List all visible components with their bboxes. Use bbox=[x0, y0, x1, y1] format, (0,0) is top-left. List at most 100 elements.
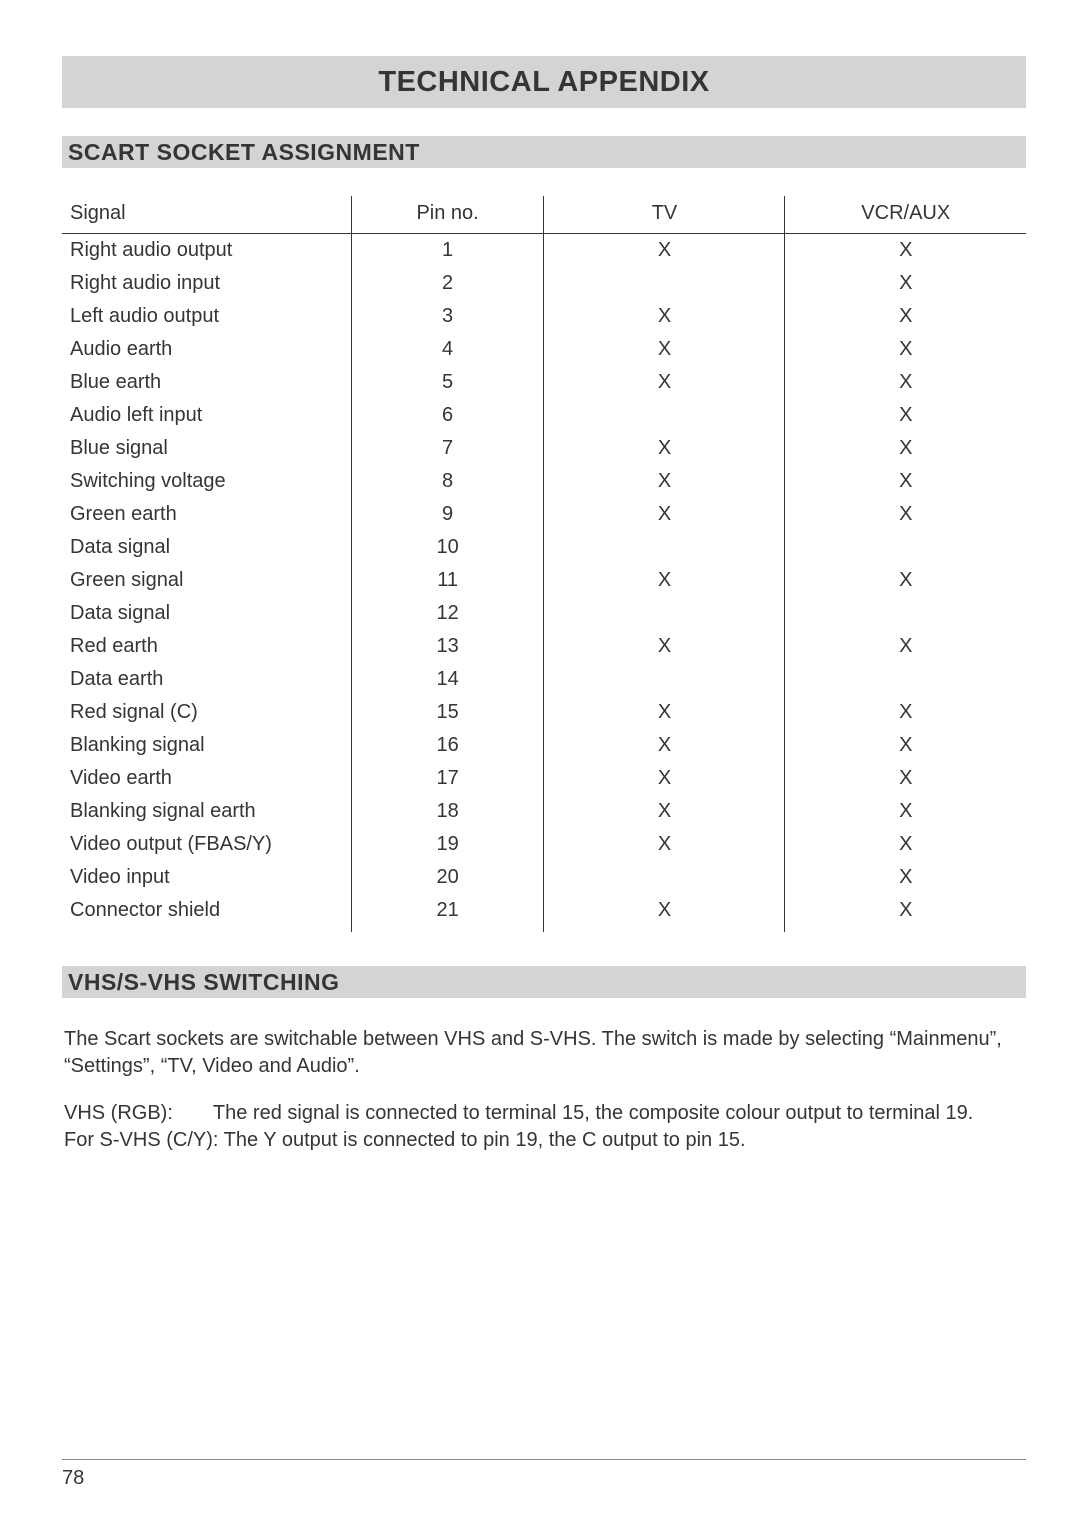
table-cell bbox=[544, 597, 785, 630]
table-cell: X bbox=[785, 630, 1026, 663]
table-row: Right audio input2 X bbox=[62, 267, 1026, 300]
vhs-paragraph-1: The Scart sockets are switchable between… bbox=[62, 1026, 1026, 1080]
table-cell: X bbox=[785, 564, 1026, 597]
table-row: Red earth13XX bbox=[62, 630, 1026, 663]
table-row: Switching voltage8XX bbox=[62, 465, 1026, 498]
table-cell: Blanking signal earth bbox=[62, 795, 351, 828]
table-cell: 8 bbox=[351, 465, 544, 498]
table-cell: Video earth bbox=[62, 762, 351, 795]
table-cell: 11 bbox=[351, 564, 544, 597]
col-signal-header: Signal bbox=[62, 196, 351, 234]
table-cell: X bbox=[544, 795, 785, 828]
col-vcr-header: VCR/AUX bbox=[785, 196, 1026, 234]
table-cell: 4 bbox=[351, 333, 544, 366]
col-pin-header: Pin no. bbox=[351, 196, 544, 234]
table-row: Data signal12 bbox=[62, 597, 1026, 630]
table-cell: 21 bbox=[351, 894, 544, 932]
vhs-line-2: For S-VHS (C/Y): The Y output is connect… bbox=[64, 1129, 746, 1151]
table-row: Blanking signal16XX bbox=[62, 729, 1026, 762]
table-row: Connector shield21XX bbox=[62, 894, 1026, 932]
table-cell: X bbox=[544, 894, 785, 932]
table-cell: Audio left input bbox=[62, 399, 351, 432]
table-cell: 15 bbox=[351, 696, 544, 729]
section-vhs-title: VHS/S-VHS SWITCHING bbox=[68, 969, 339, 996]
table-cell: 12 bbox=[351, 597, 544, 630]
table-cell: X bbox=[544, 333, 785, 366]
table-cell: X bbox=[785, 267, 1026, 300]
table-row: Audio left input6X bbox=[62, 399, 1026, 432]
table-row: Data signal10 bbox=[62, 531, 1026, 564]
table-cell: 1 bbox=[351, 234, 544, 268]
table-cell: 18 bbox=[351, 795, 544, 828]
table-cell: Red signal (C) bbox=[62, 696, 351, 729]
table-cell: X bbox=[544, 828, 785, 861]
table-row: Green signal11XX bbox=[62, 564, 1026, 597]
table-cell: 2 bbox=[351, 267, 544, 300]
table-row: Data earth14 bbox=[62, 663, 1026, 696]
table-cell: Switching voltage bbox=[62, 465, 351, 498]
table-row: Video input20 X bbox=[62, 861, 1026, 894]
table-cell: X bbox=[544, 300, 785, 333]
table-cell: Data signal bbox=[62, 531, 351, 564]
table-cell: 3 bbox=[351, 300, 544, 333]
table-cell bbox=[544, 861, 785, 894]
table-cell: 5 bbox=[351, 366, 544, 399]
table-row: Blanking signal earth18XX bbox=[62, 795, 1026, 828]
table-cell bbox=[544, 399, 785, 432]
section-scart-bar: SCART SOCKET ASSIGNMENT bbox=[62, 136, 1026, 168]
table-cell: Right audio input bbox=[62, 267, 351, 300]
table-cell: Green earth bbox=[62, 498, 351, 531]
table-cell: 6 bbox=[351, 399, 544, 432]
table-cell: X bbox=[544, 498, 785, 531]
table-cell: 19 bbox=[351, 828, 544, 861]
table-row: Blue signal7XX bbox=[62, 432, 1026, 465]
page-number: 78 bbox=[62, 1467, 84, 1490]
table-cell: X bbox=[785, 498, 1026, 531]
table-cell: Red earth bbox=[62, 630, 351, 663]
table-row: Left audio output3XX bbox=[62, 300, 1026, 333]
table-cell: 7 bbox=[351, 432, 544, 465]
table-cell: X bbox=[785, 333, 1026, 366]
table-cell bbox=[544, 267, 785, 300]
table-cell: 16 bbox=[351, 729, 544, 762]
table-cell bbox=[544, 531, 785, 564]
table-cell: X bbox=[544, 234, 785, 268]
table-cell: X bbox=[785, 465, 1026, 498]
table-cell: X bbox=[544, 564, 785, 597]
table-cell: 9 bbox=[351, 498, 544, 531]
col-tv-header: TV bbox=[544, 196, 785, 234]
table-row: Right audio output1XX bbox=[62, 234, 1026, 268]
section-vhs-bar: VHS/S-VHS SWITCHING bbox=[62, 966, 1026, 998]
footer-rule bbox=[62, 1459, 1026, 1460]
table-cell: Blue signal bbox=[62, 432, 351, 465]
table-cell: X bbox=[785, 795, 1026, 828]
table-cell: X bbox=[785, 861, 1026, 894]
table-cell: 13 bbox=[351, 630, 544, 663]
table-cell bbox=[785, 663, 1026, 696]
table-row: Video earth17XX bbox=[62, 762, 1026, 795]
table-cell: X bbox=[544, 465, 785, 498]
vhs-line-1: VHS (RGB): The red signal is connected t… bbox=[64, 1102, 973, 1124]
scart-table: Signal Pin no. TV VCR/AUX Right audio ou… bbox=[62, 196, 1026, 932]
table-cell bbox=[785, 597, 1026, 630]
table-cell: X bbox=[785, 300, 1026, 333]
table-cell: X bbox=[785, 828, 1026, 861]
table-row: Blue earth5XX bbox=[62, 366, 1026, 399]
table-cell: X bbox=[785, 432, 1026, 465]
table-cell: X bbox=[785, 234, 1026, 268]
table-cell: X bbox=[785, 894, 1026, 932]
table-cell: X bbox=[544, 432, 785, 465]
table-cell: Data earth bbox=[62, 663, 351, 696]
table-cell: Video input bbox=[62, 861, 351, 894]
table-cell: Blue earth bbox=[62, 366, 351, 399]
table-cell: 20 bbox=[351, 861, 544, 894]
table-row: Video output (FBAS/Y)19XX bbox=[62, 828, 1026, 861]
table-cell: 10 bbox=[351, 531, 544, 564]
table-cell: Left audio output bbox=[62, 300, 351, 333]
table-cell: Green signal bbox=[62, 564, 351, 597]
table-row: Red signal (C)15XX bbox=[62, 696, 1026, 729]
table-cell: X bbox=[785, 762, 1026, 795]
table-cell: 17 bbox=[351, 762, 544, 795]
table-cell: X bbox=[785, 696, 1026, 729]
table-cell: Connector shield bbox=[62, 894, 351, 932]
